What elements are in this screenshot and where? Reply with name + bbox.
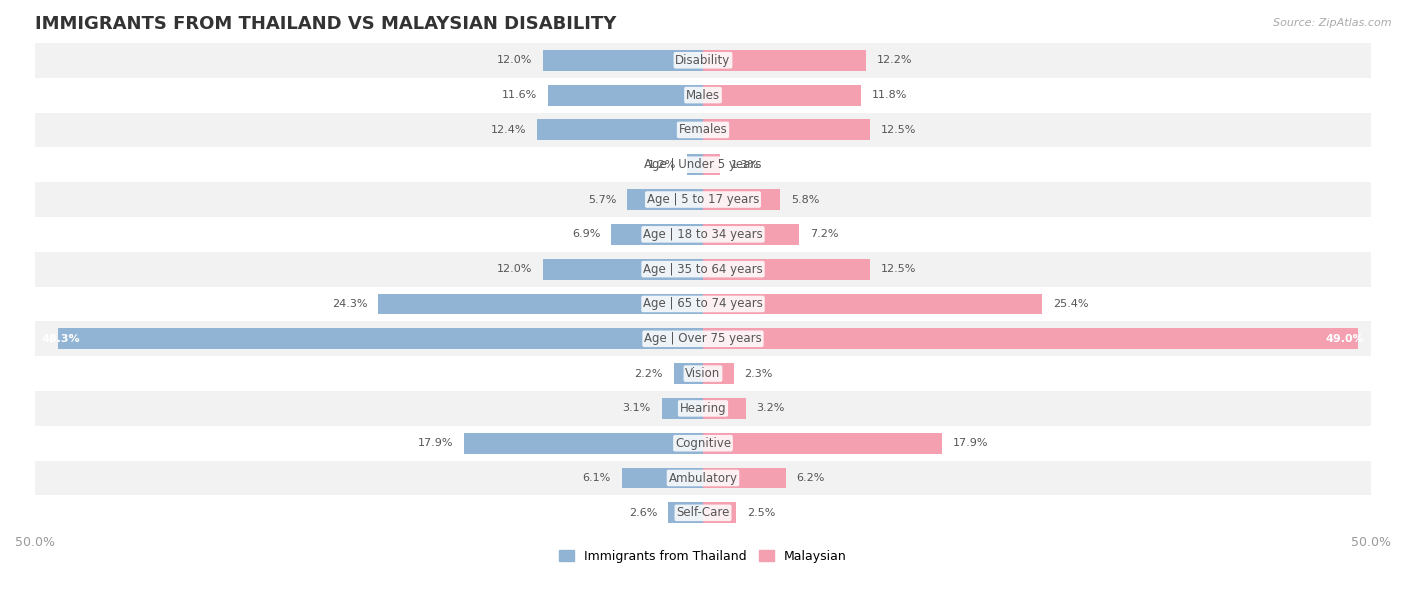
Bar <box>703 189 780 210</box>
Text: Disability: Disability <box>675 54 731 67</box>
Bar <box>35 426 1371 461</box>
Bar <box>548 84 703 105</box>
Bar <box>35 43 1371 78</box>
Bar <box>35 217 1371 252</box>
Bar <box>703 154 720 175</box>
Bar <box>35 147 1371 182</box>
Text: 49.0%: 49.0% <box>1326 334 1364 344</box>
Text: Females: Females <box>679 124 727 136</box>
Bar <box>35 182 1371 217</box>
Text: 12.0%: 12.0% <box>496 264 531 274</box>
Text: Age | 5 to 17 years: Age | 5 to 17 years <box>647 193 759 206</box>
Legend: Immigrants from Thailand, Malaysian: Immigrants from Thailand, Malaysian <box>554 545 852 568</box>
Bar <box>464 433 703 453</box>
Text: 11.6%: 11.6% <box>502 90 537 100</box>
Text: 2.6%: 2.6% <box>630 508 658 518</box>
Bar <box>35 391 1371 426</box>
Bar <box>543 259 703 280</box>
Bar <box>35 321 1371 356</box>
Bar <box>703 294 1042 315</box>
Bar <box>673 363 703 384</box>
Text: Males: Males <box>686 89 720 102</box>
Bar <box>703 363 734 384</box>
Text: 12.5%: 12.5% <box>880 264 917 274</box>
Text: Ambulatory: Ambulatory <box>668 471 738 485</box>
Text: Source: ZipAtlas.com: Source: ZipAtlas.com <box>1274 18 1392 28</box>
Text: 6.2%: 6.2% <box>797 473 825 483</box>
Text: Vision: Vision <box>685 367 721 380</box>
Bar <box>35 496 1371 530</box>
Text: 12.5%: 12.5% <box>880 125 917 135</box>
Bar <box>703 84 860 105</box>
Text: 2.5%: 2.5% <box>747 508 776 518</box>
Text: 17.9%: 17.9% <box>953 438 988 448</box>
Text: 5.7%: 5.7% <box>588 195 616 204</box>
Bar <box>627 189 703 210</box>
Bar <box>662 398 703 419</box>
Bar <box>703 502 737 523</box>
Bar <box>35 113 1371 147</box>
Text: Age | 18 to 34 years: Age | 18 to 34 years <box>643 228 763 241</box>
Bar <box>703 398 745 419</box>
Bar <box>688 154 703 175</box>
Text: 25.4%: 25.4% <box>1053 299 1088 309</box>
Text: 6.1%: 6.1% <box>582 473 610 483</box>
Text: Self-Care: Self-Care <box>676 506 730 520</box>
Text: Age | Over 75 years: Age | Over 75 years <box>644 332 762 345</box>
Bar <box>58 328 703 349</box>
Text: 6.9%: 6.9% <box>572 230 600 239</box>
Bar <box>378 294 703 315</box>
Bar <box>35 356 1371 391</box>
Bar <box>35 252 1371 286</box>
Text: IMMIGRANTS FROM THAILAND VS MALAYSIAN DISABILITY: IMMIGRANTS FROM THAILAND VS MALAYSIAN DI… <box>35 15 616 33</box>
Text: 24.3%: 24.3% <box>332 299 367 309</box>
Bar <box>703 328 1358 349</box>
Text: 3.1%: 3.1% <box>623 403 651 413</box>
Text: 3.2%: 3.2% <box>756 403 785 413</box>
Bar <box>703 468 786 488</box>
Text: 7.2%: 7.2% <box>810 230 838 239</box>
Bar <box>35 286 1371 321</box>
Text: 1.3%: 1.3% <box>731 160 759 170</box>
Bar <box>35 461 1371 496</box>
Bar <box>543 50 703 71</box>
Text: Age | 35 to 64 years: Age | 35 to 64 years <box>643 263 763 275</box>
Text: 5.8%: 5.8% <box>792 195 820 204</box>
Text: 12.2%: 12.2% <box>877 55 912 65</box>
Text: Age | Under 5 years: Age | Under 5 years <box>644 159 762 171</box>
Bar <box>703 50 866 71</box>
Text: 48.3%: 48.3% <box>42 334 80 344</box>
Bar <box>703 433 942 453</box>
Text: Age | 65 to 74 years: Age | 65 to 74 years <box>643 297 763 310</box>
Text: 11.8%: 11.8% <box>872 90 907 100</box>
Bar <box>703 259 870 280</box>
Text: 2.3%: 2.3% <box>744 368 773 379</box>
Text: 12.0%: 12.0% <box>496 55 531 65</box>
Bar <box>668 502 703 523</box>
Text: 17.9%: 17.9% <box>418 438 453 448</box>
Bar <box>35 78 1371 113</box>
Bar <box>703 224 799 245</box>
Text: 1.2%: 1.2% <box>648 160 676 170</box>
Text: Hearing: Hearing <box>679 402 727 415</box>
Text: 2.2%: 2.2% <box>634 368 662 379</box>
Bar <box>621 468 703 488</box>
Bar <box>537 119 703 140</box>
Text: Cognitive: Cognitive <box>675 437 731 450</box>
Bar <box>610 224 703 245</box>
Bar <box>703 119 870 140</box>
Text: 12.4%: 12.4% <box>491 125 527 135</box>
